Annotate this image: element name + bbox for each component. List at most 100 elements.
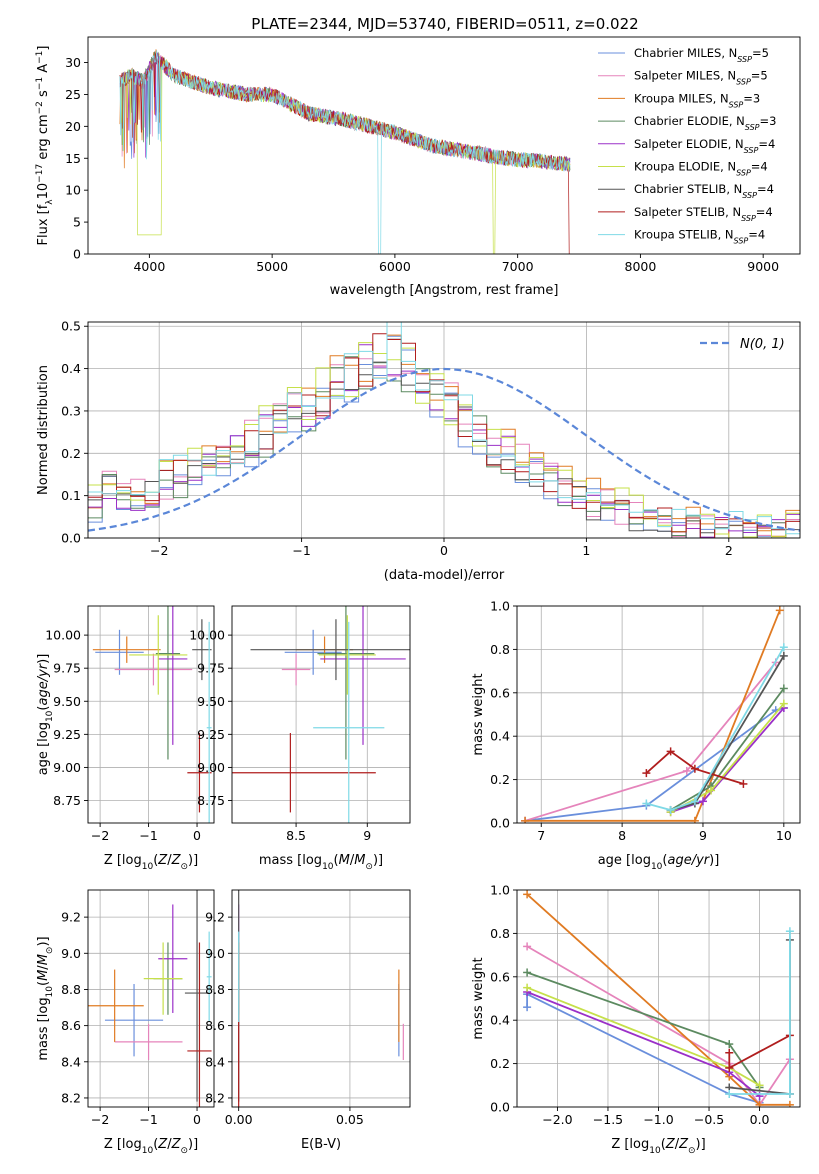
x-tick-label: 4000 [133, 259, 165, 274]
x-tick-label: 0.00 [225, 1112, 253, 1127]
y-tick-label: 0.2 [61, 446, 81, 461]
x-tick-label: 2 [725, 543, 733, 558]
plot-area [238, 890, 404, 1107]
plot-area [232, 606, 410, 823]
y-tick-label: 0.0 [490, 1100, 510, 1115]
legend: N(0, 1) [700, 337, 785, 352]
plus-marker [698, 797, 707, 806]
plus-marker [521, 816, 530, 823]
weight-line [670, 703, 785, 813]
errorbar-point [206, 621, 212, 823]
x-tick-label: 7000 [502, 259, 534, 274]
grid [88, 322, 800, 539]
plus-marker [785, 927, 794, 936]
errorbar-point [184, 890, 210, 1102]
plus-marker [523, 942, 532, 951]
legend-entry: Salpeter STELIB, NSSP=4 [634, 205, 773, 223]
axes-frame [87, 36, 801, 255]
y-tick-label: 9.0 [61, 946, 81, 961]
x-tick-label: 10 [776, 828, 792, 843]
y-tick-label: 8.6 [61, 1018, 81, 1033]
errorbar-point [313, 621, 385, 823]
x-tick-label: 0 [193, 828, 201, 843]
y-tick-label: 0.5 [61, 319, 81, 334]
weight-line [526, 992, 760, 1104]
x-axis-label: Z [log10(Z/Z⊙)] [611, 1137, 705, 1156]
panel-weight_vs_Z: −2.0 −1.5 −1.0 −0.5 0.0 0.0 0.2 0.4 0.6 0.8 1.0 Z [… [471, 883, 801, 1156]
plus-marker [785, 1089, 794, 1098]
weight-line [526, 893, 790, 1106]
y-tick-label: 10.00 [45, 628, 81, 643]
y-tick-label: 0.8 [490, 926, 510, 941]
legend-entry: Kroupa MILES, NSSP=3 [634, 91, 760, 109]
y-tick-label: 0.4 [490, 729, 510, 744]
y-tick-label: 10 [65, 183, 81, 198]
spectrum-line-kroupa-stelib [119, 50, 571, 254]
y-tick-label: 9.50 [197, 694, 225, 709]
y-tick-label: 9.0 [205, 946, 225, 961]
y-tick-label: 0 [73, 247, 81, 262]
weight-line [524, 707, 785, 822]
axes-frame [231, 605, 411, 824]
plus-marker [779, 684, 788, 693]
plus-marker [785, 1100, 794, 1107]
panel-age_vs_mass: 8.5 9 8.75 9.00 9.25 9.50 9.75 10.00 mass [log10… [189, 605, 411, 872]
y-tick-label: 9.00 [197, 760, 225, 775]
y-tick-label: 0.4 [61, 361, 81, 376]
panel-mass_vs_Z: −2 −1 0 8.2 8.4 8.6 8.8 9.0 9.2 Z [log10(Z/Z⊙)] ma… [36, 889, 215, 1156]
panel-age_vs_Z: −2 −1 0 8.75 9.00 9.25 9.50 9.75 10.00 Z [log10(Z… [36, 605, 215, 872]
plus-marker [523, 983, 532, 992]
y-axis-label: Flux [fλ10−17 erg cm−2 s−1 A−1] [35, 46, 55, 246]
errorbar-point [129, 615, 188, 695]
errorbar-point [155, 606, 181, 760]
y-tick-label: 8.75 [53, 793, 81, 808]
grid [232, 606, 410, 823]
plus-marker [775, 606, 784, 615]
y-tick-label: 8.2 [205, 1090, 225, 1105]
x-tick-label: 5000 [256, 259, 288, 274]
weight-line [645, 750, 744, 785]
y-tick-label: 0.6 [490, 685, 510, 700]
y-tick-label: 8.8 [61, 982, 81, 997]
y-tick-label: 30 [65, 55, 81, 70]
axes-frame [231, 889, 411, 1108]
y-tick-label: 8.6 [205, 1018, 225, 1033]
errorbar-point [88, 969, 144, 1042]
plus-marker [739, 779, 748, 788]
y-tick-label: 9.25 [53, 727, 81, 742]
errorbar-point [317, 606, 375, 760]
legend-entry: Kroupa STELIB, NSSP=4 [634, 228, 765, 246]
y-tick-label: 8.8 [205, 982, 225, 997]
errorbar-point [318, 615, 376, 695]
y-tick-label: 0.2 [490, 772, 510, 787]
errorbar-point [284, 629, 342, 675]
y-tick-label: 1.0 [490, 599, 510, 614]
errorbar-point [92, 636, 161, 663]
y-axis-label: Normed distribution [36, 365, 51, 495]
legend-entry: Chabrier MILES, NSSP=5 [634, 46, 769, 64]
errorbar-point [187, 733, 212, 813]
errorbar-point [114, 1023, 183, 1060]
y-tick-label: 9.00 [53, 760, 81, 775]
plot-area [92, 606, 212, 823]
grid [88, 606, 214, 823]
y-tick-label: 0.8 [490, 642, 510, 657]
x-tick-label: −2 [91, 1112, 109, 1127]
plot-area [521, 606, 788, 823]
y-tick-label: 9.75 [197, 661, 225, 676]
y-axis-label: mass weight [471, 673, 486, 755]
legend-entry: Salpeter ELODIE, NSSP=4 [634, 137, 775, 155]
errorbar-point [281, 653, 311, 686]
plus-marker [755, 1100, 764, 1107]
plus-marker [666, 747, 675, 756]
errorbar-point [143, 942, 183, 1015]
x-axis-label: (data-model)/error [384, 568, 505, 583]
y-axis-label: mass [log10(M/M⊙)] [36, 936, 55, 1060]
y-tick-label: 9.50 [53, 694, 81, 709]
y-tick-label: 0.0 [61, 531, 81, 546]
plus-marker [779, 643, 788, 652]
plus-marker [690, 797, 699, 806]
x-tick-label: −1 [292, 543, 310, 558]
weight-line [526, 991, 761, 1097]
